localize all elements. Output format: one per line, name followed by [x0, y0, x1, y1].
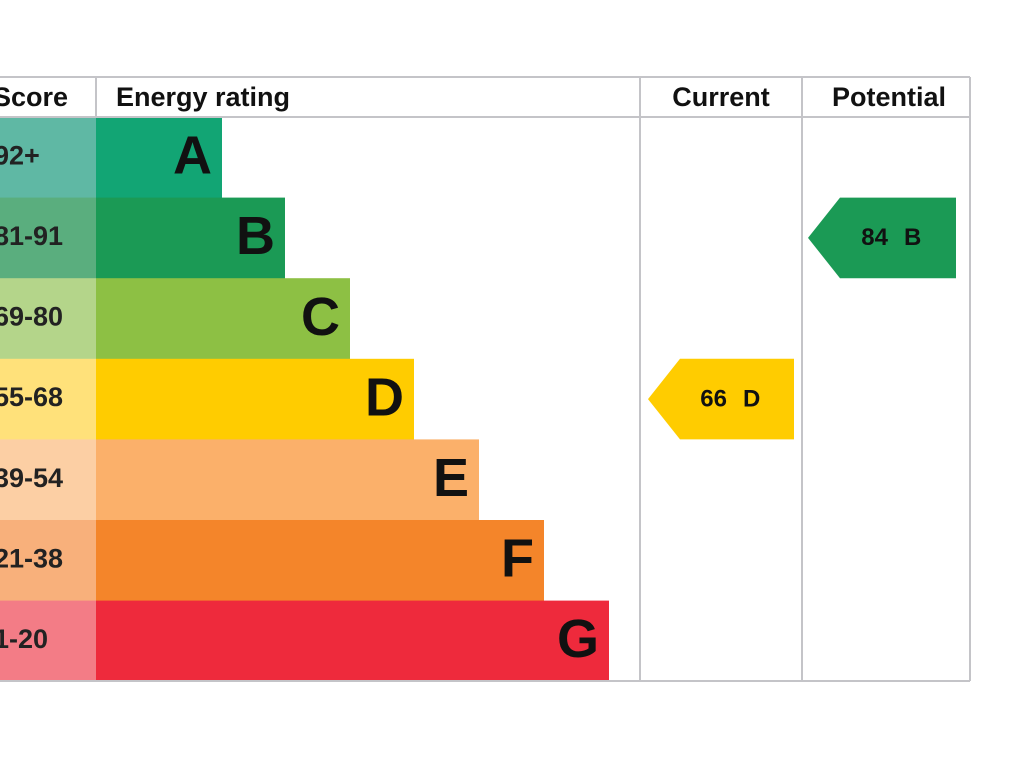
score-label: 92+ — [0, 140, 40, 170]
bands — [0, 117, 609, 682]
header-current: Current — [672, 82, 770, 112]
score-label: 55-68 — [0, 382, 63, 412]
header-rating: Energy rating — [116, 82, 290, 112]
potential-score: 84 — [861, 224, 888, 251]
score-label: 39-54 — [0, 463, 63, 493]
score-label: 69-80 — [0, 302, 63, 332]
score-cell — [0, 520, 96, 602]
current-arrow — [648, 358, 794, 440]
band-bar — [96, 117, 222, 199]
band-letter: A — [173, 126, 212, 186]
potential-arrow — [808, 197, 956, 279]
current-band: D — [743, 385, 760, 412]
band-letter: D — [365, 367, 404, 427]
band-letter: E — [433, 448, 469, 508]
score-label: 21-38 — [0, 543, 63, 573]
header-score: Score — [0, 82, 68, 112]
band-letter: G — [557, 609, 599, 669]
potential-band: B — [904, 224, 921, 251]
header-potential: Potential — [832, 82, 946, 112]
score-cell — [0, 600, 96, 682]
band-bar — [96, 197, 285, 279]
score-cell — [0, 439, 96, 521]
score-cell — [0, 358, 96, 440]
current-score: 66 — [700, 385, 727, 412]
band-letter: B — [236, 206, 275, 266]
band-letter: F — [501, 529, 534, 589]
score-cell — [0, 278, 96, 360]
band-bar — [96, 358, 414, 440]
score-label: 1-20 — [0, 624, 48, 654]
band-bar — [96, 278, 350, 360]
score-cell — [0, 197, 96, 279]
score-cell — [0, 117, 96, 199]
score-label: 81-91 — [0, 221, 63, 251]
band-bar — [96, 520, 544, 602]
band-bar — [96, 600, 609, 682]
band-letter: C — [301, 287, 340, 347]
band-bar — [96, 439, 479, 521]
